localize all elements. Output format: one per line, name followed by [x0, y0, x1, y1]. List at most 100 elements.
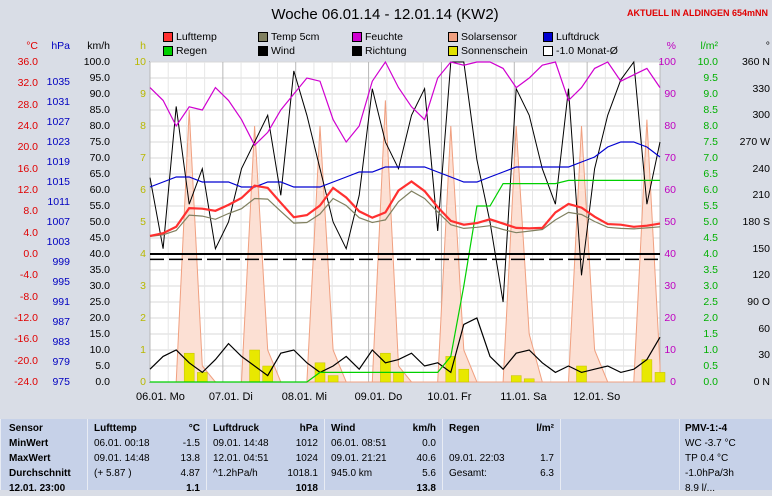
axis-tick-temp: 12.0	[17, 184, 38, 196]
axis-tick-temp: 16.0	[17, 162, 38, 175]
weather-chart: 06.01. Mo 07.01. Di 08.01. Mi 09.01. Do 10.0…	[136, 60, 666, 403]
legend-item: Feuchte	[352, 31, 403, 43]
stats-pmv-panel: PMV-1:-4 WC -3.7 °C TP 0.4 °C -1.0hPa/3h…	[679, 419, 772, 494]
axis-unit-direction: °	[765, 40, 770, 52]
series-wind	[149, 317, 661, 377]
axis-tick-rain: 0.0	[703, 376, 718, 388]
stats-rain-title: Regen	[449, 423, 480, 434]
axis-tick-humidity: 60	[664, 184, 676, 196]
axis-tick-pressure: 991	[52, 296, 70, 308]
stats-wind-title: Wind	[331, 423, 356, 434]
legend-item: Richtung	[352, 45, 406, 57]
stats-row-label: MinWert	[9, 438, 49, 449]
stats-pressure-title: Luftdruck	[213, 423, 260, 434]
axis-tick-direction: 210	[752, 189, 770, 202]
axis-tick-wind: 15.0	[89, 328, 110, 340]
stats-pressure-avg: 1018.1	[287, 468, 318, 479]
stats-rain-total: 6.3	[540, 468, 554, 479]
series-richtung	[149, 60, 661, 303]
axis-tick-pressure: 1011	[47, 196, 70, 208]
legend-label: Temp 5cm	[271, 31, 320, 43]
legend-swatch	[258, 46, 268, 56]
stats-rain-unit: l/m²	[536, 423, 554, 434]
axis-tick-sun: 7	[140, 152, 146, 164]
axis-tick-rain: 7.5	[703, 136, 718, 148]
axis-tick-wind: 5.0	[95, 360, 110, 372]
axis-tick-wind: 100.0	[83, 56, 110, 68]
stats-temp-current: 1.1	[186, 483, 200, 494]
stats-temp-min-time: 06.01. 00:18	[94, 438, 150, 449]
stats-temp-avg: 4.87	[180, 468, 200, 479]
sunshine-bar	[327, 375, 339, 383]
axis-tick-temp: 36.0	[17, 56, 38, 68]
axis-tick-temp: -24.0	[14, 376, 38, 388]
axis-tick-wind: 80.0	[89, 120, 110, 132]
x-tick-label: 08.01. Mi	[282, 391, 327, 403]
legend-label: Feuchte	[365, 31, 403, 43]
stats-sensor-title: Sensor	[9, 423, 43, 434]
legend-item: Regen	[163, 45, 207, 57]
axis-tick-wind: 70.0	[89, 152, 110, 164]
series-feuchte	[149, 60, 661, 147]
stats-wind-distance: 945.0 km	[331, 468, 373, 479]
stats-pressure-unit: hPa	[299, 423, 318, 434]
legend-item: Luftdruck	[543, 31, 599, 43]
axis-tick-rain: 5.5	[703, 200, 718, 212]
sunshine-bar	[197, 372, 208, 383]
stats-empty-panel	[560, 419, 679, 490]
axis-tick-humidity: 70	[664, 152, 676, 164]
legend-item: Temp 5cm	[258, 31, 319, 43]
axis-tick-temp: 24.0	[17, 120, 38, 132]
legend-label: Wind	[271, 45, 295, 57]
sunshine-bar	[654, 372, 666, 383]
series-temp-5cm	[149, 190, 661, 237]
axis-tick-temp: 8.0	[23, 205, 38, 218]
axis-tick-wind: 85.0	[89, 104, 110, 116]
axis-unit-sun: h	[140, 40, 146, 52]
axis-tick-pressure: 1003	[46, 236, 70, 248]
legend-swatch	[543, 32, 553, 42]
axis-tick-humidity: 90	[664, 88, 676, 100]
axis-tick-wind: 0.0	[95, 376, 110, 388]
legend-swatch	[543, 46, 553, 56]
axis-tick-direction: 0 N	[753, 376, 770, 388]
axis-tick-wind: 45.0	[89, 232, 110, 244]
axis-tick-wind: 35.0	[89, 264, 110, 276]
axis-tick-wind: 75.0	[89, 136, 110, 148]
stats-pressure-panel: Luftdruck hPa 09.01. 14:48 1012 12.01. 04:…	[206, 419, 324, 494]
axis-tick-wind: 25.0	[89, 296, 110, 308]
stats-temp-title: Lufttemp	[94, 423, 137, 434]
x-tick-label: 06.01. Mo	[136, 391, 185, 403]
stats-rain-max-time: 09.01. 22:03	[449, 453, 505, 464]
stats-row-label: MaxWert	[9, 453, 51, 464]
legend-label: Regen	[176, 45, 207, 57]
sunshine-bar	[523, 378, 535, 383]
axis-tick-temp: 0.0	[23, 248, 38, 260]
axis-tick-rain: 6.0	[703, 184, 718, 196]
stats-wind-max: 40.6	[416, 453, 436, 464]
axis-tick-rain: 2.5	[703, 296, 718, 308]
stats-sensor-panel: Sensor MinWert MaxWert Durchschnitt 12.0…	[0, 419, 87, 494]
stats-pressure-min-time: 09.01. 14:48	[213, 438, 269, 449]
axis-tick-sun: 10	[134, 56, 146, 68]
legend-label: Sonnenschein	[461, 45, 528, 57]
legend-label: -1.0 Monat-Ø	[556, 45, 618, 57]
stats-temp-unit: °C	[188, 423, 200, 434]
stats-wind-max-time: 09.01. 21:21	[331, 453, 387, 464]
stats-pmv-trend: -1.0hPa/3h	[685, 468, 734, 479]
axis-tick-temp: 20.0	[17, 141, 38, 154]
axis-unit-rain: l/m²	[700, 40, 719, 52]
x-tick-label: 07.01. Di	[209, 391, 253, 403]
sunshine-bar	[393, 372, 404, 383]
axis-unit-humidity: %	[666, 40, 676, 52]
axis-tick-rain: 9.0	[703, 88, 718, 100]
axis-tick-direction: 150	[752, 242, 770, 255]
stats-temp-max-time: 09.01. 14:48	[94, 453, 150, 464]
stats-pmv-extra: 8.9 l/...	[685, 483, 716, 494]
axis-tick-humidity: 100	[658, 56, 676, 68]
legend-label: Richtung	[365, 45, 407, 57]
axis-tick-humidity: 80	[664, 120, 676, 132]
x-tick-label: 12.01. So	[573, 391, 620, 403]
legend-swatch	[163, 32, 173, 42]
stats-pressure-max-time: 12.01. 04:51	[213, 453, 269, 464]
